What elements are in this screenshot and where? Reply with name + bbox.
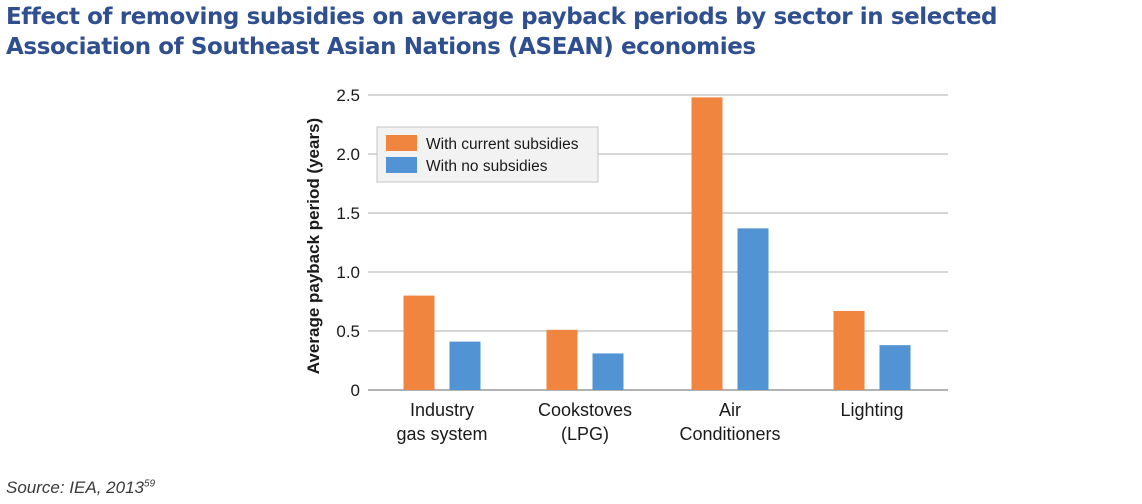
x-axis-categories: Industry gas system Cookstoves (LPG) Air Cond… — [396, 400, 903, 444]
category-label: gas system — [396, 424, 487, 444]
y-axis-label: Average payback period (years) — [304, 118, 323, 374]
bar-no-subsidies-0 — [449, 341, 481, 390]
bar-no-subsidies-3 — [879, 345, 911, 390]
y-tick-label: 2.0 — [336, 145, 360, 164]
legend-label: With no subsidies — [426, 158, 548, 175]
bar-no-subsidies-1 — [592, 353, 624, 390]
legend: With current subsidies With no subsidies — [376, 126, 599, 183]
y-tick-label: 0.5 — [336, 322, 360, 341]
y-tick-label: 0 — [351, 381, 360, 400]
category-label: Conditioners — [679, 424, 780, 444]
bars — [403, 97, 911, 391]
source-note: Source: IEA, 201359 — [6, 478, 155, 498]
bar-no-subsidies-2 — [737, 228, 769, 390]
source-footnote: 59 — [143, 478, 156, 490]
y-tick-label: 1.0 — [336, 263, 360, 282]
legend-swatch — [386, 157, 417, 173]
chart-title: Effect of removing subsidies on average … — [6, 4, 998, 60]
category-label: Lighting — [840, 400, 903, 420]
bar-with-subsidies-2 — [691, 97, 723, 391]
bar-with-subsidies-0 — [403, 295, 435, 390]
y-axis-ticks: 0 0.5 1.0 1.5 2.0 2.5 — [336, 86, 360, 400]
source-text: Source: IEA, 2013 — [6, 478, 144, 497]
category-label: Air — [719, 400, 741, 420]
legend-swatch — [386, 135, 417, 151]
bar-with-subsidies-1 — [546, 329, 578, 390]
category-label: Industry — [410, 400, 474, 420]
y-tick-label: 2.5 — [336, 86, 360, 105]
category-label: Cookstoves — [538, 400, 632, 420]
legend-label: With current subsidies — [426, 136, 579, 153]
category-label: (LPG) — [561, 424, 609, 444]
bar-with-subsidies-3 — [833, 310, 865, 390]
y-tick-label: 1.5 — [336, 204, 360, 223]
